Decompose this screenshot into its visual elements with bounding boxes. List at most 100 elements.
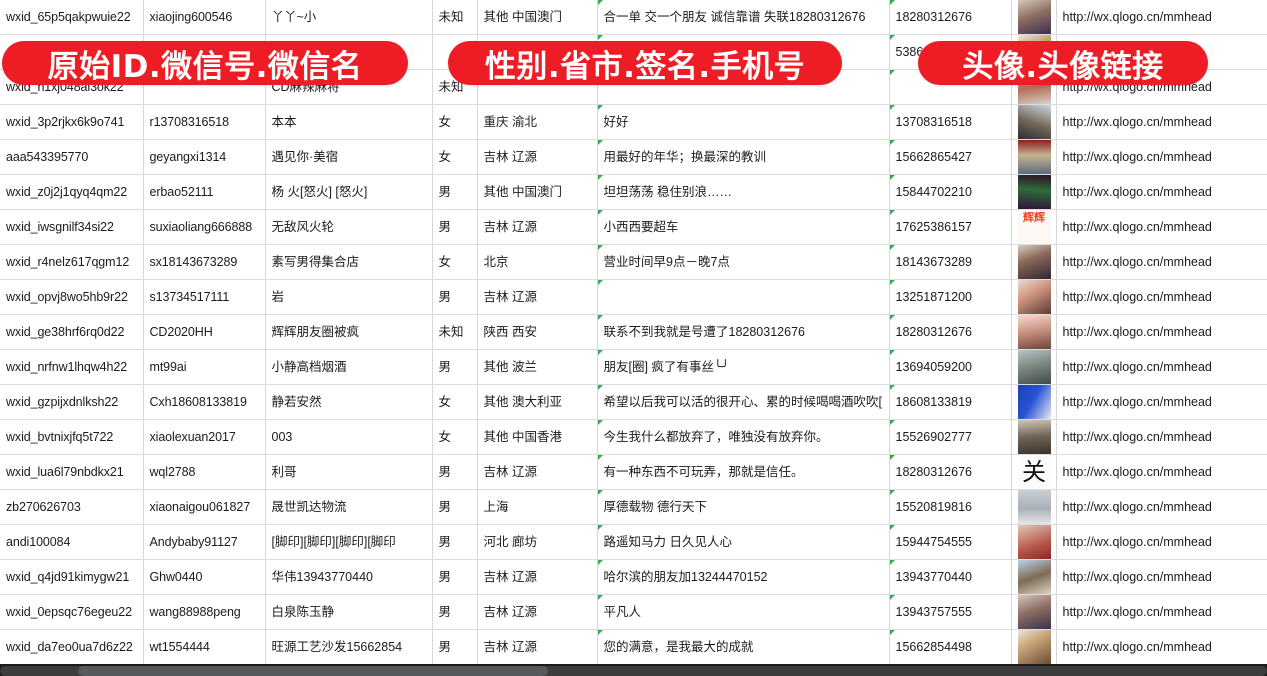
table-row[interactable]: wxid_z0j2j1qyq4qm22 erbao52111 杨 火[怒火] [怒火… <box>0 174 1267 210</box>
cell-original-id[interactable]: wxid_0epsqc76egeu22 <box>0 594 144 630</box>
cell-avatar-url[interactable]: http://wx.qlogo.cn/mmhead <box>1056 629 1267 665</box>
cell-avatar-url[interactable]: http://wx.qlogo.cn/mmhead <box>1056 454 1267 490</box>
cell-avatar-url[interactable]: http://wx.qlogo.cn/mmhead <box>1056 0 1267 35</box>
cell-original-id[interactable]: wxid_gzpijxdnlksh22 <box>0 384 144 420</box>
cell-region[interactable]: 吉林 辽源 <box>477 594 598 630</box>
cell-wechat-name[interactable]: 003 <box>265 419 433 455</box>
cell-wechat-name[interactable]: 丫丫~小 <box>265 0 433 35</box>
cell-region[interactable]: 其他 中国澳门 <box>477 0 598 35</box>
cell-original-id[interactable]: wxid_bvtnixjfq5t722 <box>0 419 144 455</box>
cell-original-id[interactable]: wxid_r4nelz617qgm12 <box>0 244 144 280</box>
cell-gender[interactable]: 女 <box>432 139 478 175</box>
cell-signature[interactable]: 小西西要超车 <box>597 209 890 245</box>
cell-phone[interactable]: 15844702210 <box>889 174 1012 210</box>
table-row[interactable]: wxid_q4jd91kimygw21 Ghw0440 华伟13943770440 男… <box>0 559 1267 595</box>
cell-gender[interactable]: 男 <box>432 454 478 490</box>
cell-wechat-name[interactable]: [脚印][脚印][脚印][脚印 <box>265 524 433 560</box>
cell-wechat-name[interactable]: 利哥 <box>265 454 433 490</box>
cell-region[interactable]: 上海 <box>477 489 598 525</box>
cell-avatar[interactable] <box>1011 489 1057 525</box>
cell-wechat-name[interactable]: 旺源工艺沙发15662854 <box>265 629 433 665</box>
cell-avatar[interactable] <box>1011 594 1057 630</box>
cell-avatar-url[interactable]: http://wx.qlogo.cn/mmhead <box>1056 594 1267 630</box>
cell-avatar-url[interactable]: http://wx.qlogo.cn/mmhead <box>1056 524 1267 560</box>
cell-phone[interactable]: 18280312676 <box>889 454 1012 490</box>
cell-phone[interactable]: 17625386157 <box>889 209 1012 245</box>
cell-signature[interactable]: 好好 <box>597 104 890 140</box>
cell-original-id[interactable]: wxid_nrfnw1lhqw4h22 <box>0 349 144 385</box>
cell-phone[interactable]: 15944754555 <box>889 524 1012 560</box>
cell-phone[interactable]: 18143673289 <box>889 244 1012 280</box>
cell-region[interactable]: 吉林 辽源 <box>477 559 598 595</box>
cell-signature[interactable]: 厚德载物 德行天下 <box>597 489 890 525</box>
cell-gender[interactable]: 女 <box>432 104 478 140</box>
cell-avatar[interactable] <box>1011 384 1057 420</box>
cell-wechat-no[interactable]: mt99ai <box>143 349 266 385</box>
cell-avatar[interactable] <box>1011 209 1057 245</box>
cell-phone[interactable]: 18280312676 <box>889 314 1012 350</box>
cell-gender[interactable]: 女 <box>432 419 478 455</box>
cell-wechat-name[interactable]: 辉辉朋友圈被疯 <box>265 314 433 350</box>
cell-signature[interactable]: 今生我什么都放弃了，唯独没有放弃你。 <box>597 419 890 455</box>
cell-original-id[interactable]: andi100084 <box>0 524 144 560</box>
cell-avatar-url[interactable]: http://wx.qlogo.cn/mmhead <box>1056 384 1267 420</box>
cell-signature[interactable]: 哈尔滨的朋友加13244470152 <box>597 559 890 595</box>
cell-signature[interactable]: 坦坦荡荡 稳住别浪…… <box>597 174 890 210</box>
cell-original-id[interactable]: wxid_opvj8wo5hb9r22 <box>0 279 144 315</box>
table-row[interactable]: andi100084 Andybaby91127 [脚印][脚印][脚印][脚印男河… <box>0 524 1267 560</box>
cell-avatar-url[interactable]: http://wx.qlogo.cn/mmhead <box>1056 244 1267 280</box>
cell-region[interactable]: 其他 澳大利亚 <box>477 384 598 420</box>
cell-wechat-name[interactable]: 素写男得集合店 <box>265 244 433 280</box>
cell-region[interactable]: 吉林 辽源 <box>477 454 598 490</box>
cell-signature[interactable]: 用最好的年华；换最深的教训 <box>597 139 890 175</box>
table-row[interactable]: wxid_gzpijxdnlksh22 Cxh18608133819 静若安然女其他… <box>0 384 1267 420</box>
cell-phone[interactable]: 15526902777 <box>889 419 1012 455</box>
cell-avatar-url[interactable]: http://wx.qlogo.cn/mmhead <box>1056 489 1267 525</box>
cell-avatar[interactable] <box>1011 419 1057 455</box>
cell-gender[interactable]: 男 <box>432 524 478 560</box>
cell-region[interactable]: 吉林 辽源 <box>477 629 598 665</box>
cell-region[interactable]: 河北 廊坊 <box>477 524 598 560</box>
cell-phone[interactable]: 15662854498 <box>889 629 1012 665</box>
cell-signature[interactable]: 有一种东西不可玩弄，那就是信任。 <box>597 454 890 490</box>
cell-wechat-no[interactable]: r13708316518 <box>143 104 266 140</box>
table-row[interactable]: zb270626703 xiaonaigou061827 晟世凯达物流男上海 厚德载物… <box>0 489 1267 525</box>
cell-original-id[interactable]: wxid_65p5qakpwuie22 <box>0 0 144 35</box>
scrollbar-thumb[interactable] <box>0 666 1267 676</box>
cell-region[interactable]: 吉林 辽源 <box>477 209 598 245</box>
cell-region[interactable]: 其他 波兰 <box>477 349 598 385</box>
cell-wechat-no[interactable]: suxiaoliang666888 <box>143 209 266 245</box>
cell-wechat-no[interactable]: Cxh18608133819 <box>143 384 266 420</box>
cell-avatar[interactable] <box>1011 629 1057 665</box>
cell-gender[interactable]: 未知 <box>432 0 478 35</box>
horizontal-scrollbar[interactable] <box>0 664 1267 676</box>
cell-phone[interactable]: 13943770440 <box>889 559 1012 595</box>
table-row[interactable]: wxid_ge38hrf6rq0d22 CD2020HH 辉辉朋友圈被疯 未知 陕西 西… <box>0 314 1267 350</box>
table-row[interactable]: aaa543395770 geyangxi1314 遇见你·美宿女吉林 辽源 用最好的… <box>0 139 1267 175</box>
cell-gender[interactable]: 男 <box>432 559 478 595</box>
cell-wechat-name[interactable]: 无敌风火轮 <box>265 209 433 245</box>
cell-phone[interactable]: 15520819816 <box>889 489 1012 525</box>
cell-wechat-no[interactable]: xiaojing600546 <box>143 0 266 35</box>
cell-avatar-url[interactable]: http://wx.qlogo.cn/mmhead <box>1056 314 1267 350</box>
table-row[interactable]: wxid_r4nelz617qgm12 sx18143673289 素写男得集合店女… <box>0 244 1267 280</box>
cell-wechat-no[interactable]: Ghw0440 <box>143 559 266 595</box>
cell-signature[interactable]: 希望以后我可以活的很开心、累的时候喝喝酒吹吹[ <box>597 384 890 420</box>
cell-wechat-no[interactable]: sx18143673289 <box>143 244 266 280</box>
cell-region[interactable]: 其他 中国澳门 <box>477 174 598 210</box>
table-row[interactable]: wxid_bvtnixjfq5t722 xiaolexuan2017 003 女其他 … <box>0 419 1267 455</box>
cell-wechat-name[interactable]: 小静高档烟酒 <box>265 349 433 385</box>
cell-avatar-url[interactable]: http://wx.qlogo.cn/mmhead <box>1056 419 1267 455</box>
cell-avatar[interactable] <box>1011 104 1057 140</box>
cell-wechat-no[interactable]: s13734517111 <box>143 279 266 315</box>
cell-original-id[interactable]: aaa543395770 <box>0 139 144 175</box>
cell-avatar[interactable] <box>1011 279 1057 315</box>
cell-wechat-no[interactable]: Andybaby91127 <box>143 524 266 560</box>
cell-wechat-no[interactable]: erbao52111 <box>143 174 266 210</box>
cell-region[interactable]: 北京 <box>477 244 598 280</box>
cell-avatar[interactable] <box>1011 559 1057 595</box>
cell-avatar[interactable] <box>1011 349 1057 385</box>
cell-gender[interactable]: 女 <box>432 244 478 280</box>
cell-region[interactable]: 吉林 辽源 <box>477 279 598 315</box>
cell-avatar-url[interactable]: http://wx.qlogo.cn/mmhead <box>1056 209 1267 245</box>
